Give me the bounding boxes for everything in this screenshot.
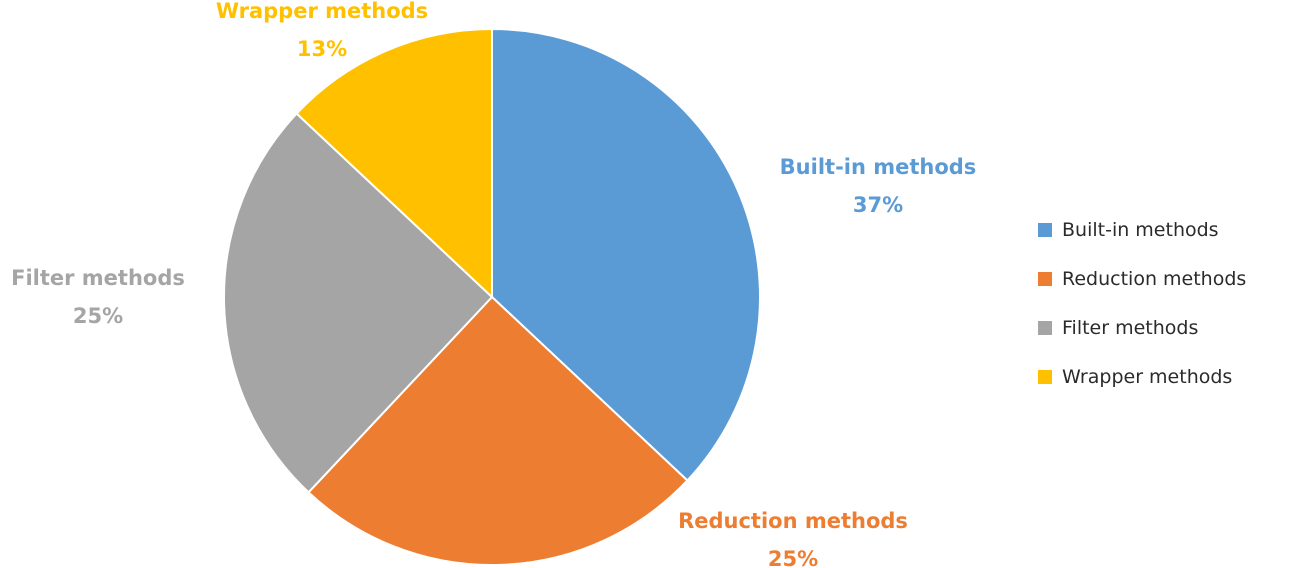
slice-label-percent-filter-methods: 25% xyxy=(73,304,123,328)
legend-item-filter-methods: Filter methods xyxy=(1038,303,1294,352)
pie-slice-labels: Built-in methods 37%Reduction methods 25%F… xyxy=(11,0,976,568)
legend-label-wrapper-methods: Wrapper methods xyxy=(1062,365,1233,388)
legend-item-reduction-methods: Reduction methods xyxy=(1038,254,1294,303)
legend-swatch-filter-methods xyxy=(1038,320,1052,335)
legend-label-built-in-methods: Built-in methods xyxy=(1062,218,1219,241)
pie-slice-filter-methods xyxy=(223,112,494,494)
legend-item-wrapper-methods: Wrapper methods xyxy=(1038,352,1294,401)
slice-label-name-filter-methods: Filter methods xyxy=(11,266,185,290)
legend-label-reduction-methods: Reduction methods xyxy=(1062,267,1247,290)
legend-swatch-reduction-methods xyxy=(1038,271,1052,286)
pie-slices xyxy=(223,27,761,566)
legend-label-filter-methods: Filter methods xyxy=(1062,316,1199,339)
legend-swatch-built-in-methods xyxy=(1038,222,1052,237)
legend-swatch-wrapper-methods xyxy=(1038,369,1052,384)
pie-slice-built-in-methods xyxy=(491,27,761,482)
slice-label-wrapper-methods: Wrapper methods 13% xyxy=(216,0,428,61)
chart-legend: Built-in methods Reduction methods Filte… xyxy=(1038,205,1294,401)
legend-item-built-in-methods: Built-in methods xyxy=(1038,205,1294,254)
slice-label-name-built-in-methods: Built-in methods xyxy=(780,155,977,179)
slice-label-name-wrapper-methods: Wrapper methods xyxy=(216,0,428,23)
pie-slice-reduction-methods xyxy=(307,295,689,566)
pie-slice-wrapper-methods xyxy=(295,27,493,300)
slice-label-built-in-methods: Built-in methods 37% xyxy=(780,155,977,217)
slice-label-filter-methods: Filter methods 25% xyxy=(11,266,185,328)
slice-label-name-reduction-methods: Reduction methods xyxy=(678,509,908,533)
slice-label-percent-reduction-methods: 25% xyxy=(768,547,818,568)
slice-label-reduction-methods: Reduction methods 25% xyxy=(678,509,908,568)
slice-label-percent-built-in-methods: 37% xyxy=(853,193,903,217)
slice-label-percent-wrapper-methods: 13% xyxy=(297,37,347,61)
